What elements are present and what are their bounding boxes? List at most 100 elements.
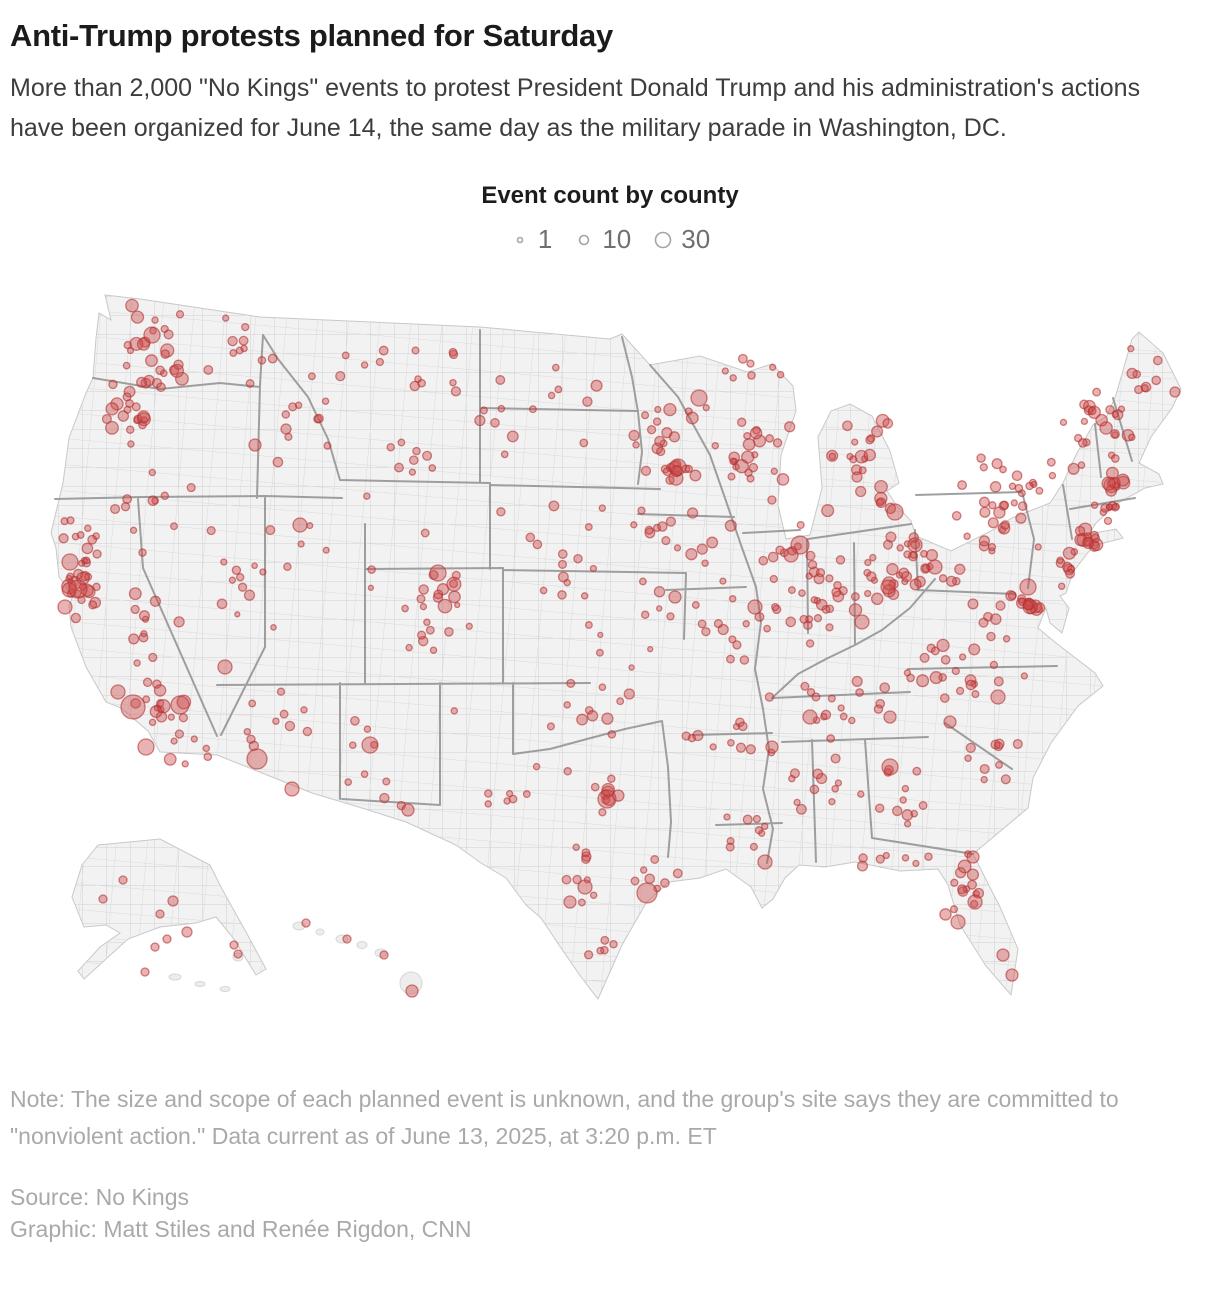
event-bubble (650, 855, 660, 864)
event-bubble (130, 698, 141, 709)
event-bubble (989, 660, 999, 670)
event-bubble (742, 620, 750, 628)
event-bubble (590, 379, 603, 392)
event-bubble (497, 404, 506, 413)
event-bubble (433, 589, 444, 600)
event-bubble (272, 717, 280, 725)
event-bubble (735, 742, 747, 753)
event-bubble (672, 868, 683, 879)
event-bubble (155, 909, 165, 919)
event-bubble (589, 891, 598, 899)
event-bubble (849, 455, 858, 464)
event-bubble (270, 624, 277, 631)
event-bubble (367, 565, 376, 574)
event-bubble (882, 418, 894, 429)
event-bubble (640, 465, 652, 477)
event-bubble (342, 934, 352, 944)
event-bubble (754, 826, 764, 835)
event-bubble (284, 432, 293, 441)
event-bubble (1080, 417, 1089, 426)
event-bubble (632, 441, 640, 449)
event-bubble (616, 697, 625, 706)
event-bubble (903, 669, 912, 677)
event-bubble (826, 734, 836, 743)
event-bubble (709, 743, 717, 751)
event-bubble (1034, 543, 1042, 551)
event-bubble (916, 674, 930, 688)
event-bubble (420, 528, 430, 538)
event-bubble (446, 576, 462, 592)
event-bubble (546, 722, 555, 731)
event-bubble (736, 417, 747, 428)
event-bubble (1011, 470, 1023, 482)
event-bubble (967, 598, 979, 610)
event-bubble (448, 347, 458, 357)
event-bubble (70, 612, 82, 624)
event-bubble (1090, 501, 1099, 509)
event-bubble (267, 353, 278, 364)
event-bubble (596, 946, 605, 955)
event-bubble (1017, 597, 1027, 606)
event-bubble (978, 535, 991, 547)
event-bubble (835, 555, 846, 565)
event-bubble (597, 631, 604, 639)
event-bubble (229, 940, 239, 950)
event-bubble (657, 521, 668, 532)
event-bubble (600, 935, 610, 945)
event-bubble (228, 576, 237, 584)
event-bubble (450, 386, 462, 397)
event-bubble (222, 314, 230, 322)
event-bubble (174, 729, 185, 739)
event-bubble (749, 842, 758, 851)
event-bubble (108, 379, 118, 390)
event-bubble (949, 905, 959, 914)
event-bubble (465, 622, 473, 630)
event-bubble (474, 414, 486, 427)
event-bubble (880, 579, 896, 595)
event-bubble (227, 335, 238, 347)
event-bubble (522, 790, 531, 799)
event-bubble (943, 715, 957, 729)
event-bubble (702, 404, 710, 412)
event-bubble (151, 496, 160, 505)
event-bubble (128, 633, 140, 645)
event-bubble (666, 612, 675, 621)
event-bubble (951, 510, 962, 521)
event-bubble (386, 442, 395, 452)
event-bubble (428, 464, 437, 472)
event-bubble (901, 577, 909, 586)
event-bubble (137, 738, 155, 756)
event-bubble (490, 417, 500, 428)
event-bubble (572, 843, 580, 852)
event-bubble (167, 895, 179, 907)
event-bubble (978, 617, 989, 628)
event-bubble (301, 918, 311, 928)
event-bubble (579, 438, 589, 448)
event-bubble (919, 652, 930, 663)
event-bubble (1012, 738, 1023, 750)
event-bubble (752, 814, 762, 824)
event-bubble (874, 479, 888, 494)
event-bubble (557, 571, 569, 583)
event-bubble (660, 878, 670, 888)
event-bubble (810, 596, 819, 604)
event-bubble (203, 364, 214, 375)
event-bubble (842, 420, 853, 432)
event-bubble (71, 532, 80, 541)
event-bubble (721, 367, 729, 375)
event-bubble (796, 520, 805, 530)
event-bubble (805, 639, 815, 648)
event-bubble (739, 655, 750, 665)
event-bubble (101, 413, 112, 425)
event-bubble (1140, 384, 1149, 393)
event-bubble (276, 687, 286, 696)
source-block: Source: No Kings Graphic: Matt Stiles an… (10, 1181, 1210, 1245)
event-bubble (448, 590, 461, 604)
event-bubble (566, 678, 576, 688)
event-bubble (950, 878, 959, 887)
event-bubble (148, 718, 157, 727)
event-bubble (767, 495, 777, 505)
event-bubble (450, 707, 459, 715)
event-bubble (1000, 774, 1011, 785)
event-bubble (630, 876, 640, 886)
